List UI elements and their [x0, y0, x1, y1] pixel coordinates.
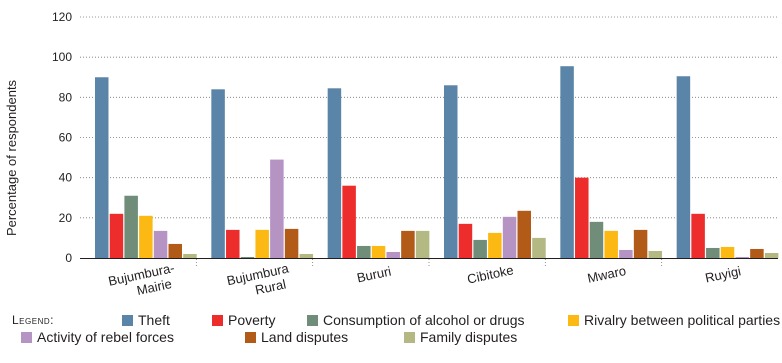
legend-item: Consumption of alcohol or drugs [307, 312, 525, 328]
y-tick-label: 20 [59, 211, 73, 225]
x-axis [80, 258, 778, 266]
bar [604, 230, 618, 258]
bar [517, 210, 531, 258]
legend-label: Activity of rebel forces [37, 329, 174, 345]
bar [386, 251, 400, 258]
bar [415, 230, 430, 258]
legend-row: Legend: Theft Poverty Consumption of alcoh… [12, 312, 782, 329]
legend-title: Legend: [12, 313, 54, 327]
legend-label: Land disputes [261, 329, 349, 345]
y-tick-label: 60 [59, 131, 73, 145]
bar [691, 213, 705, 258]
category-label: BujumburaRural [225, 260, 293, 300]
bars [95, 66, 779, 259]
bar [502, 216, 517, 258]
legend-item: Activity of rebel forces [21, 329, 174, 345]
bar [211, 89, 225, 258]
bar [240, 256, 255, 258]
y-tick-label: 100 [52, 50, 72, 64]
legend: Legend: Theft Poverty Consumption of alcoh… [12, 312, 782, 346]
category-label: Cibitoke [466, 262, 515, 286]
legend-item: Theft [122, 312, 170, 328]
bar [327, 88, 342, 258]
legend-label: Poverty [228, 312, 276, 328]
legend-swatch [21, 331, 32, 343]
legend-item: Family disputes [404, 329, 517, 345]
legend-swatch [404, 331, 415, 343]
legend-swatch [568, 314, 579, 326]
bar [764, 252, 779, 258]
bar [401, 230, 415, 258]
bar [633, 229, 648, 258]
legend-swatch [307, 314, 318, 326]
category-label: Mwaro [586, 263, 627, 286]
legend-swatch [245, 331, 256, 343]
legend-swatch [212, 314, 223, 326]
bar [676, 76, 691, 258]
bar [750, 248, 764, 258]
bar [124, 195, 138, 258]
legend-label: Rivalry between political parties [584, 312, 781, 328]
legend-label: Consumption of alcohol or drugs [323, 312, 525, 328]
y-tick-label: 120 [52, 10, 72, 24]
category-label: Bujumbura-Mairie [107, 260, 179, 300]
bar [473, 239, 487, 258]
bar [357, 245, 371, 258]
bar [168, 243, 182, 258]
y-axis-label: Percentage of respondents [4, 79, 19, 236]
bar [284, 228, 299, 258]
category-labels: Bujumbura-Mairie BujumburaRural Bururi Cibi… [107, 260, 743, 300]
bar [589, 221, 604, 258]
legend-swatch [122, 314, 133, 326]
category-label: Ruyigi [704, 263, 743, 285]
y-tick-label: 0 [65, 251, 72, 265]
bar [139, 215, 153, 258]
bar [183, 253, 197, 258]
bar [706, 247, 720, 258]
legend-label: Theft [138, 312, 170, 328]
bar [342, 185, 356, 258]
y-axis-ticks: 0 20 40 60 80 100 120 [52, 10, 72, 265]
y-tick-label: 40 [59, 171, 73, 185]
y-tick-label: 80 [59, 90, 73, 104]
bar [488, 232, 502, 258]
bar [109, 213, 124, 258]
legend-label: Family disputes [420, 329, 518, 345]
bar [153, 230, 168, 258]
bar [444, 85, 458, 259]
legend-item: Land disputes [245, 329, 348, 345]
bar [371, 245, 386, 258]
legend-row: Activity of rebel forces Land disputes Fam… [12, 329, 782, 346]
bar [458, 223, 473, 258]
bar [226, 229, 240, 258]
bar [270, 159, 284, 258]
legend-item: Rivalry between political parties [568, 312, 780, 328]
legend-item: Poverty [212, 312, 275, 328]
bar [720, 246, 735, 258]
bar [532, 237, 546, 258]
bar [648, 250, 663, 258]
gridlines [80, 16, 778, 219]
bar [95, 77, 109, 258]
category-label: Bururi [355, 263, 392, 285]
bar [575, 177, 589, 258]
bar [299, 253, 314, 258]
bar [619, 249, 633, 258]
bar [560, 66, 574, 259]
bar [255, 229, 269, 258]
bar [735, 256, 749, 258]
